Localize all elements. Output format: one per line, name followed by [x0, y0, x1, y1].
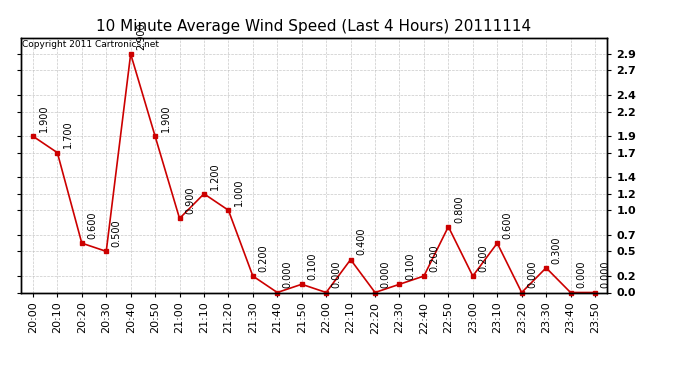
Text: 1.900: 1.900	[39, 105, 48, 132]
Text: 0.200: 0.200	[429, 244, 440, 272]
Text: 1.700: 1.700	[63, 121, 73, 148]
Text: 0.300: 0.300	[552, 236, 562, 264]
Text: 0.000: 0.000	[381, 261, 391, 288]
Text: 0.500: 0.500	[112, 220, 122, 247]
Text: 0.600: 0.600	[88, 211, 97, 239]
Text: Copyright 2011 Cartronics.net: Copyright 2011 Cartronics.net	[22, 40, 159, 49]
Text: 1.200: 1.200	[210, 162, 219, 190]
Text: 0.200: 0.200	[259, 244, 268, 272]
Text: 2.900: 2.900	[136, 22, 146, 50]
Text: 0.400: 0.400	[356, 228, 366, 255]
Text: 0.800: 0.800	[454, 195, 464, 222]
Text: 0.900: 0.900	[185, 187, 195, 214]
Text: 0.100: 0.100	[405, 253, 415, 280]
Text: 0.000: 0.000	[283, 261, 293, 288]
Text: 1.000: 1.000	[234, 178, 244, 206]
Text: 0.000: 0.000	[332, 261, 342, 288]
Text: 0.200: 0.200	[478, 244, 489, 272]
Text: 0.000: 0.000	[576, 261, 586, 288]
Text: 0.100: 0.100	[307, 253, 317, 280]
Text: 0.600: 0.600	[503, 211, 513, 239]
Title: 10 Minute Average Wind Speed (Last 4 Hours) 20111114: 10 Minute Average Wind Speed (Last 4 Hou…	[97, 18, 531, 33]
Text: 0.000: 0.000	[600, 261, 611, 288]
Text: 0.000: 0.000	[527, 261, 538, 288]
Text: 1.900: 1.900	[161, 105, 170, 132]
